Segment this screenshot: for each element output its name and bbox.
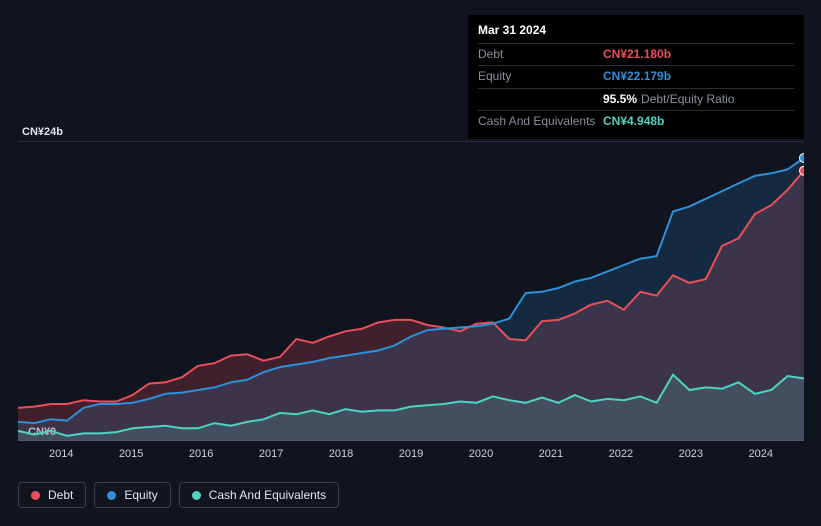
tooltip-ratio-pct: 95.5% <box>603 92 637 106</box>
tooltip-label <box>478 92 603 108</box>
tooltip-label: Debt <box>478 47 603 63</box>
marker-debt <box>800 166 805 175</box>
chart-legend: Debt Equity Cash And Equivalents <box>18 482 339 508</box>
tooltip-row-ratio: 95.5% Debt/Equity Ratio <box>478 88 794 111</box>
legend-label: Debt <box>48 488 73 502</box>
tooltip-label: Equity <box>478 69 603 85</box>
x-tick-label: 2015 <box>119 448 143 460</box>
x-tick-label: 2024 <box>749 448 773 460</box>
legend-item-debt[interactable]: Debt <box>18 482 86 508</box>
x-tick-label: 2014 <box>49 448 73 460</box>
marker-equity <box>800 153 805 162</box>
cash-dot-icon <box>192 491 201 500</box>
tooltip-date: Mar 31 2024 <box>478 23 794 43</box>
tooltip-value: CN¥4.948b <box>603 114 664 130</box>
tooltip-row-debt: Debt CN¥21.180b <box>478 43 794 66</box>
x-tick-label: 2021 <box>539 448 563 460</box>
x-axis-ticks: 2014 2015 2016 2017 2018 2019 2020 2021 2022 2023… <box>18 448 804 464</box>
x-tick-label: 2022 <box>609 448 633 460</box>
tooltip-label: Cash And Equivalents <box>478 114 603 130</box>
legend-item-cash[interactable]: Cash And Equivalents <box>179 482 339 508</box>
x-tick-label: 2018 <box>329 448 353 460</box>
tooltip-ratio-label: Debt/Equity Ratio <box>641 92 734 106</box>
x-tick-label: 2019 <box>399 448 423 460</box>
equity-dot-icon <box>107 491 116 500</box>
tooltip-ratio: 95.5% Debt/Equity Ratio <box>603 92 734 108</box>
tooltip-value: CN¥21.180b <box>603 47 671 63</box>
chart-tooltip: Mar 31 2024 Debt CN¥21.180b Equity CN¥22… <box>468 15 804 139</box>
chart-plot-area <box>18 135 804 441</box>
legend-label: Cash And Equivalents <box>209 488 326 502</box>
debt-dot-icon <box>31 491 40 500</box>
x-tick-label: 2017 <box>259 448 283 460</box>
tooltip-row-cash: Cash And Equivalents CN¥4.948b <box>478 110 794 133</box>
x-tick-label: 2023 <box>679 448 703 460</box>
tooltip-value: CN¥22.179b <box>603 69 671 85</box>
x-tick-label: 2020 <box>469 448 493 460</box>
chart-svg <box>18 135 804 441</box>
tooltip-row-equity: Equity CN¥22.179b <box>478 65 794 88</box>
legend-item-equity[interactable]: Equity <box>94 482 170 508</box>
legend-label: Equity <box>124 488 157 502</box>
x-tick-label: 2016 <box>189 448 213 460</box>
